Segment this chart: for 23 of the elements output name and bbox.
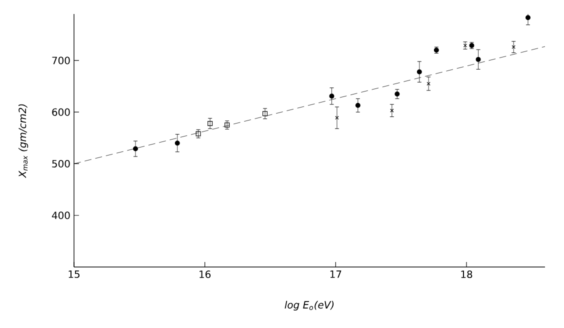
x-tick-label: 17: [330, 270, 342, 278]
point: [224, 122, 230, 128]
y-tick-label: 700: [52, 56, 70, 64]
point: [355, 102, 360, 108]
y-tick-label: 400: [52, 212, 70, 220]
y-tick-label: 600: [52, 108, 70, 116]
point: [133, 146, 138, 152]
y-axis-title: X$_{max}$ (gm/cm2): [18, 104, 28, 178]
point: [196, 131, 201, 136]
point: [463, 44, 468, 48]
point: [394, 92, 400, 97]
point: [329, 94, 334, 99]
point: [262, 111, 268, 116]
point: [208, 120, 213, 126]
x-tick-label: 18: [461, 270, 472, 278]
y-tick-label: 500: [52, 160, 70, 168]
point: [512, 45, 516, 49]
x-axis-title: log E$_{o}$(eV): [284, 300, 334, 311]
x-tick-label: 15: [68, 270, 80, 278]
point: [476, 56, 481, 62]
point: [174, 140, 180, 146]
point: [416, 69, 422, 74]
x-tick-label: 16: [200, 270, 211, 278]
